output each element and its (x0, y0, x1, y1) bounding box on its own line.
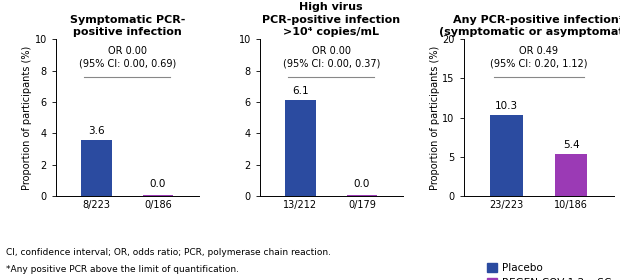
Title: High virus
PCR-positive infection
>10⁴ copies/mL: High virus PCR-positive infection >10⁴ c… (262, 2, 401, 37)
Y-axis label: Proportion of participants (%): Proportion of participants (%) (22, 45, 32, 190)
Y-axis label: Proportion of participants (%): Proportion of participants (%) (430, 45, 440, 190)
Text: OR 0.00
(95% CI: 0.00, 0.37): OR 0.00 (95% CI: 0.00, 0.37) (283, 46, 380, 69)
Bar (143, 195, 174, 196)
Text: OR 0.00
(95% CI: 0.00, 0.69): OR 0.00 (95% CI: 0.00, 0.69) (79, 46, 176, 69)
Text: CI, confidence interval; OR, odds ratio; PCR, polymerase chain reaction.: CI, confidence interval; OR, odds ratio;… (6, 248, 331, 257)
Legend: Placebo, REGEN-COV 1.2 g SC: Placebo, REGEN-COV 1.2 g SC (487, 263, 611, 280)
Text: *Any positive PCR above the limit of quantification.: *Any positive PCR above the limit of qua… (6, 265, 239, 274)
Text: OR 0.49
(95% CI: 0.20, 1.12): OR 0.49 (95% CI: 0.20, 1.12) (490, 46, 588, 69)
Text: 6.1: 6.1 (292, 87, 309, 96)
Text: 0.0: 0.0 (150, 179, 166, 189)
Text: 0.0: 0.0 (354, 179, 370, 189)
Bar (555, 154, 587, 196)
Bar (285, 100, 316, 196)
Text: 3.6: 3.6 (88, 126, 105, 136)
Text: 5.4: 5.4 (563, 140, 580, 150)
Title: Any PCR-positive infection*
(symptomatic or asymptomatic): Any PCR-positive infection* (symptomatic… (439, 15, 620, 37)
Title: Symptomatic PCR-
positive infection: Symptomatic PCR- positive infection (69, 15, 185, 37)
Bar (347, 195, 378, 196)
Text: 10.3: 10.3 (495, 101, 518, 111)
Bar (81, 139, 112, 196)
Bar (490, 115, 523, 196)
